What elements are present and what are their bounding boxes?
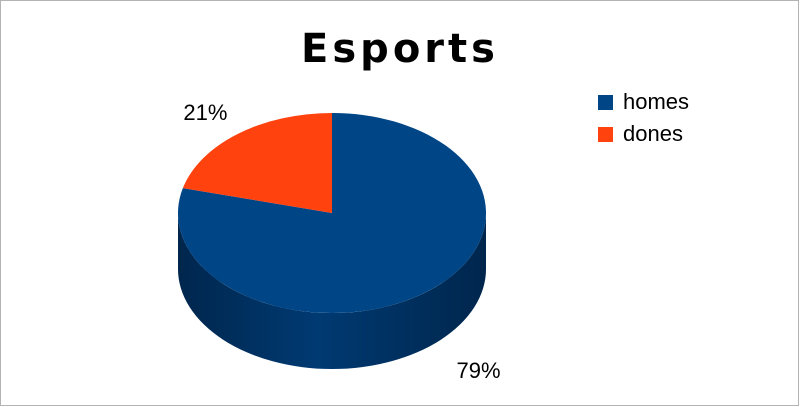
legend-label-homes: homes (623, 89, 690, 114)
pie-slices (178, 113, 486, 369)
pie-slice-dones (182, 113, 332, 213)
legend-label-dones: dones (623, 121, 683, 146)
pie-side-wall (178, 213, 486, 369)
chart-title: Esports (301, 26, 499, 72)
legend-item-dones: dones (598, 118, 689, 150)
legend-item-homes: homes (598, 86, 689, 118)
legend-swatch-homes (598, 94, 613, 110)
legend-swatch-dones (598, 126, 613, 142)
legend: homes dones (598, 86, 689, 150)
pie-label-homes: 79% (457, 358, 501, 383)
pie-labels: 79% 21% (183, 100, 500, 383)
pie-label-dones: 21% (183, 100, 227, 125)
